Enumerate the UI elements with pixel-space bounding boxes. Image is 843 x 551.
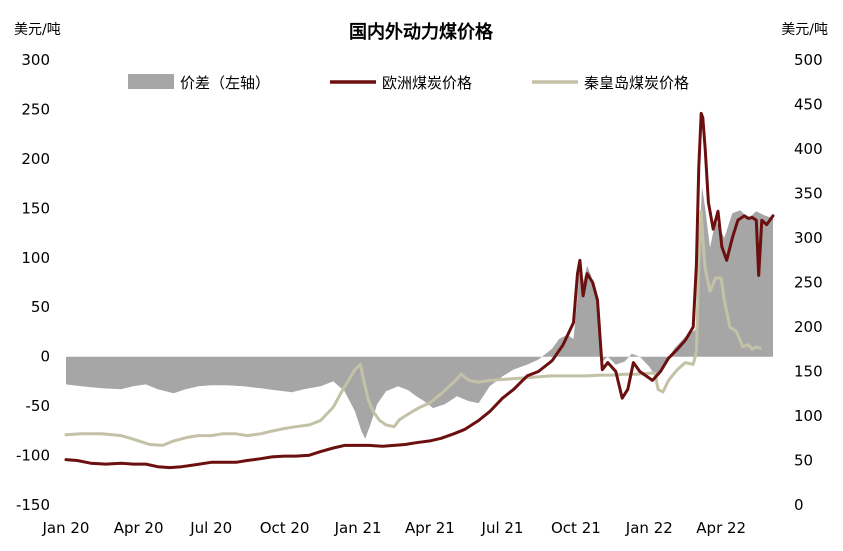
legend-swatch-spread	[128, 74, 174, 89]
right-tick-label: 200	[794, 318, 823, 336]
legend-label: 价差（左轴）	[180, 74, 270, 92]
x-tick-label: Jan 20	[42, 519, 90, 537]
x-axis-ticks: Jan 20 Apr 20 Jul 20 Oct 20 Jan 21 Apr 21 Jul …	[42, 519, 747, 537]
x-tick-label: Apr 22	[696, 519, 746, 537]
plot-area	[64, 111, 775, 470]
right-tick-label: 500	[794, 51, 823, 69]
x-tick-label: Apr 20	[114, 519, 164, 537]
right-tick-label: 400	[794, 140, 823, 158]
legend-label: 秦皇岛煤炭价格	[584, 74, 689, 92]
right-tick-label: 300	[794, 229, 823, 247]
left-tick-label: 300	[21, 51, 50, 69]
left-tick-label: -50	[26, 397, 51, 415]
left-tick-label: 200	[21, 150, 50, 168]
left-tick-label: 0	[40, 348, 50, 366]
right-axis-unit: 美元/吨	[781, 22, 828, 38]
x-tick-label: Jan 22	[625, 519, 673, 537]
right-tick-label: 250	[794, 274, 823, 292]
right-tick-label: 0	[794, 496, 804, 514]
x-tick-label: Jul 21	[481, 519, 524, 537]
left-tick-label: 100	[21, 249, 50, 267]
right-tick-label: 450	[794, 96, 823, 114]
right-tick-label: 100	[794, 407, 823, 425]
right-tick-label: 150	[794, 363, 823, 381]
legend-label: 欧洲煤炭价格	[382, 74, 472, 92]
x-tick-label: Jan 21	[334, 519, 382, 537]
series-area-spread	[66, 186, 773, 439]
left-tick-label: -150	[16, 496, 50, 514]
right-tick-label: 50	[794, 452, 813, 470]
left-tick-label: 150	[21, 199, 50, 217]
x-tick-label: Oct 20	[260, 519, 310, 537]
left-tick-label: -100	[16, 447, 50, 465]
legend: 价差（左轴） 欧洲煤炭价格 秦皇岛煤炭价格	[128, 74, 689, 92]
left-tick-label: 50	[31, 298, 50, 316]
x-tick-label: Apr 21	[405, 519, 455, 537]
chart-title: 国内外动力煤价格	[349, 21, 494, 43]
series-line-europe-coal	[64, 111, 775, 470]
x-tick-label: Jul 20	[189, 519, 232, 537]
right-tick-label: 350	[794, 185, 823, 203]
x-tick-label: Oct 21	[551, 519, 601, 537]
left-tick-label: 250	[21, 100, 50, 118]
series-line-qinhuangdao-coal	[64, 209, 762, 447]
left-axis-unit: 美元/吨	[14, 22, 61, 38]
left-axis-ticks: 300 250 200 150 100 50 0 -50 -100 -150	[16, 51, 50, 514]
